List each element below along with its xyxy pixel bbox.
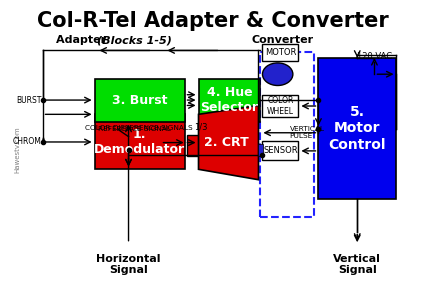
Text: CHROMA: CHROMA — [12, 137, 46, 146]
Circle shape — [263, 63, 293, 86]
Text: MOTOR: MOTOR — [265, 48, 296, 57]
Text: COLOR
WHEEL: COLOR WHEEL — [267, 96, 294, 116]
Text: Hawestv.com: Hawestv.com — [14, 127, 20, 173]
Text: COLOR DIFFERENCE SIGNALS: COLOR DIFFERENCE SIGNALS — [85, 125, 193, 131]
Text: Adapter: Adapter — [56, 35, 110, 45]
Text: 1.
Demodulator: 1. Demodulator — [94, 128, 185, 156]
Text: (Blocks 1-5): (Blocks 1-5) — [97, 35, 172, 45]
Text: Converter: Converter — [252, 35, 314, 45]
Text: 1/3: 1/3 — [195, 122, 208, 131]
Text: 4. Hue
Selector: 4. Hue Selector — [201, 86, 258, 114]
FancyBboxPatch shape — [262, 141, 298, 161]
Text: REFERENCE SIGNAL: REFERENCE SIGNAL — [98, 126, 171, 132]
Polygon shape — [198, 105, 258, 180]
Text: 2. CRT: 2. CRT — [204, 136, 249, 149]
Text: 120 VAC: 120 VAC — [357, 52, 392, 61]
Text: BURST: BURST — [17, 96, 42, 105]
FancyBboxPatch shape — [94, 114, 184, 169]
FancyBboxPatch shape — [187, 135, 198, 156]
Text: Horizontal
Signal: Horizontal Signal — [96, 254, 161, 275]
Text: VERTICAL
PULSE: VERTICAL PULSE — [290, 126, 325, 139]
Text: 3. Burst: 3. Burst — [112, 94, 167, 107]
Text: Col-R-Tel Adapter & Converter: Col-R-Tel Adapter & Converter — [37, 11, 388, 31]
FancyBboxPatch shape — [263, 44, 298, 61]
FancyBboxPatch shape — [318, 58, 397, 199]
Text: 5.
Motor
Control: 5. Motor Control — [329, 105, 386, 152]
FancyBboxPatch shape — [258, 144, 263, 156]
FancyBboxPatch shape — [198, 79, 261, 122]
FancyBboxPatch shape — [94, 79, 184, 122]
Text: Vertical
Signal: Vertical Signal — [333, 254, 381, 275]
FancyBboxPatch shape — [263, 95, 298, 117]
Text: SENSOR: SENSOR — [263, 146, 298, 155]
